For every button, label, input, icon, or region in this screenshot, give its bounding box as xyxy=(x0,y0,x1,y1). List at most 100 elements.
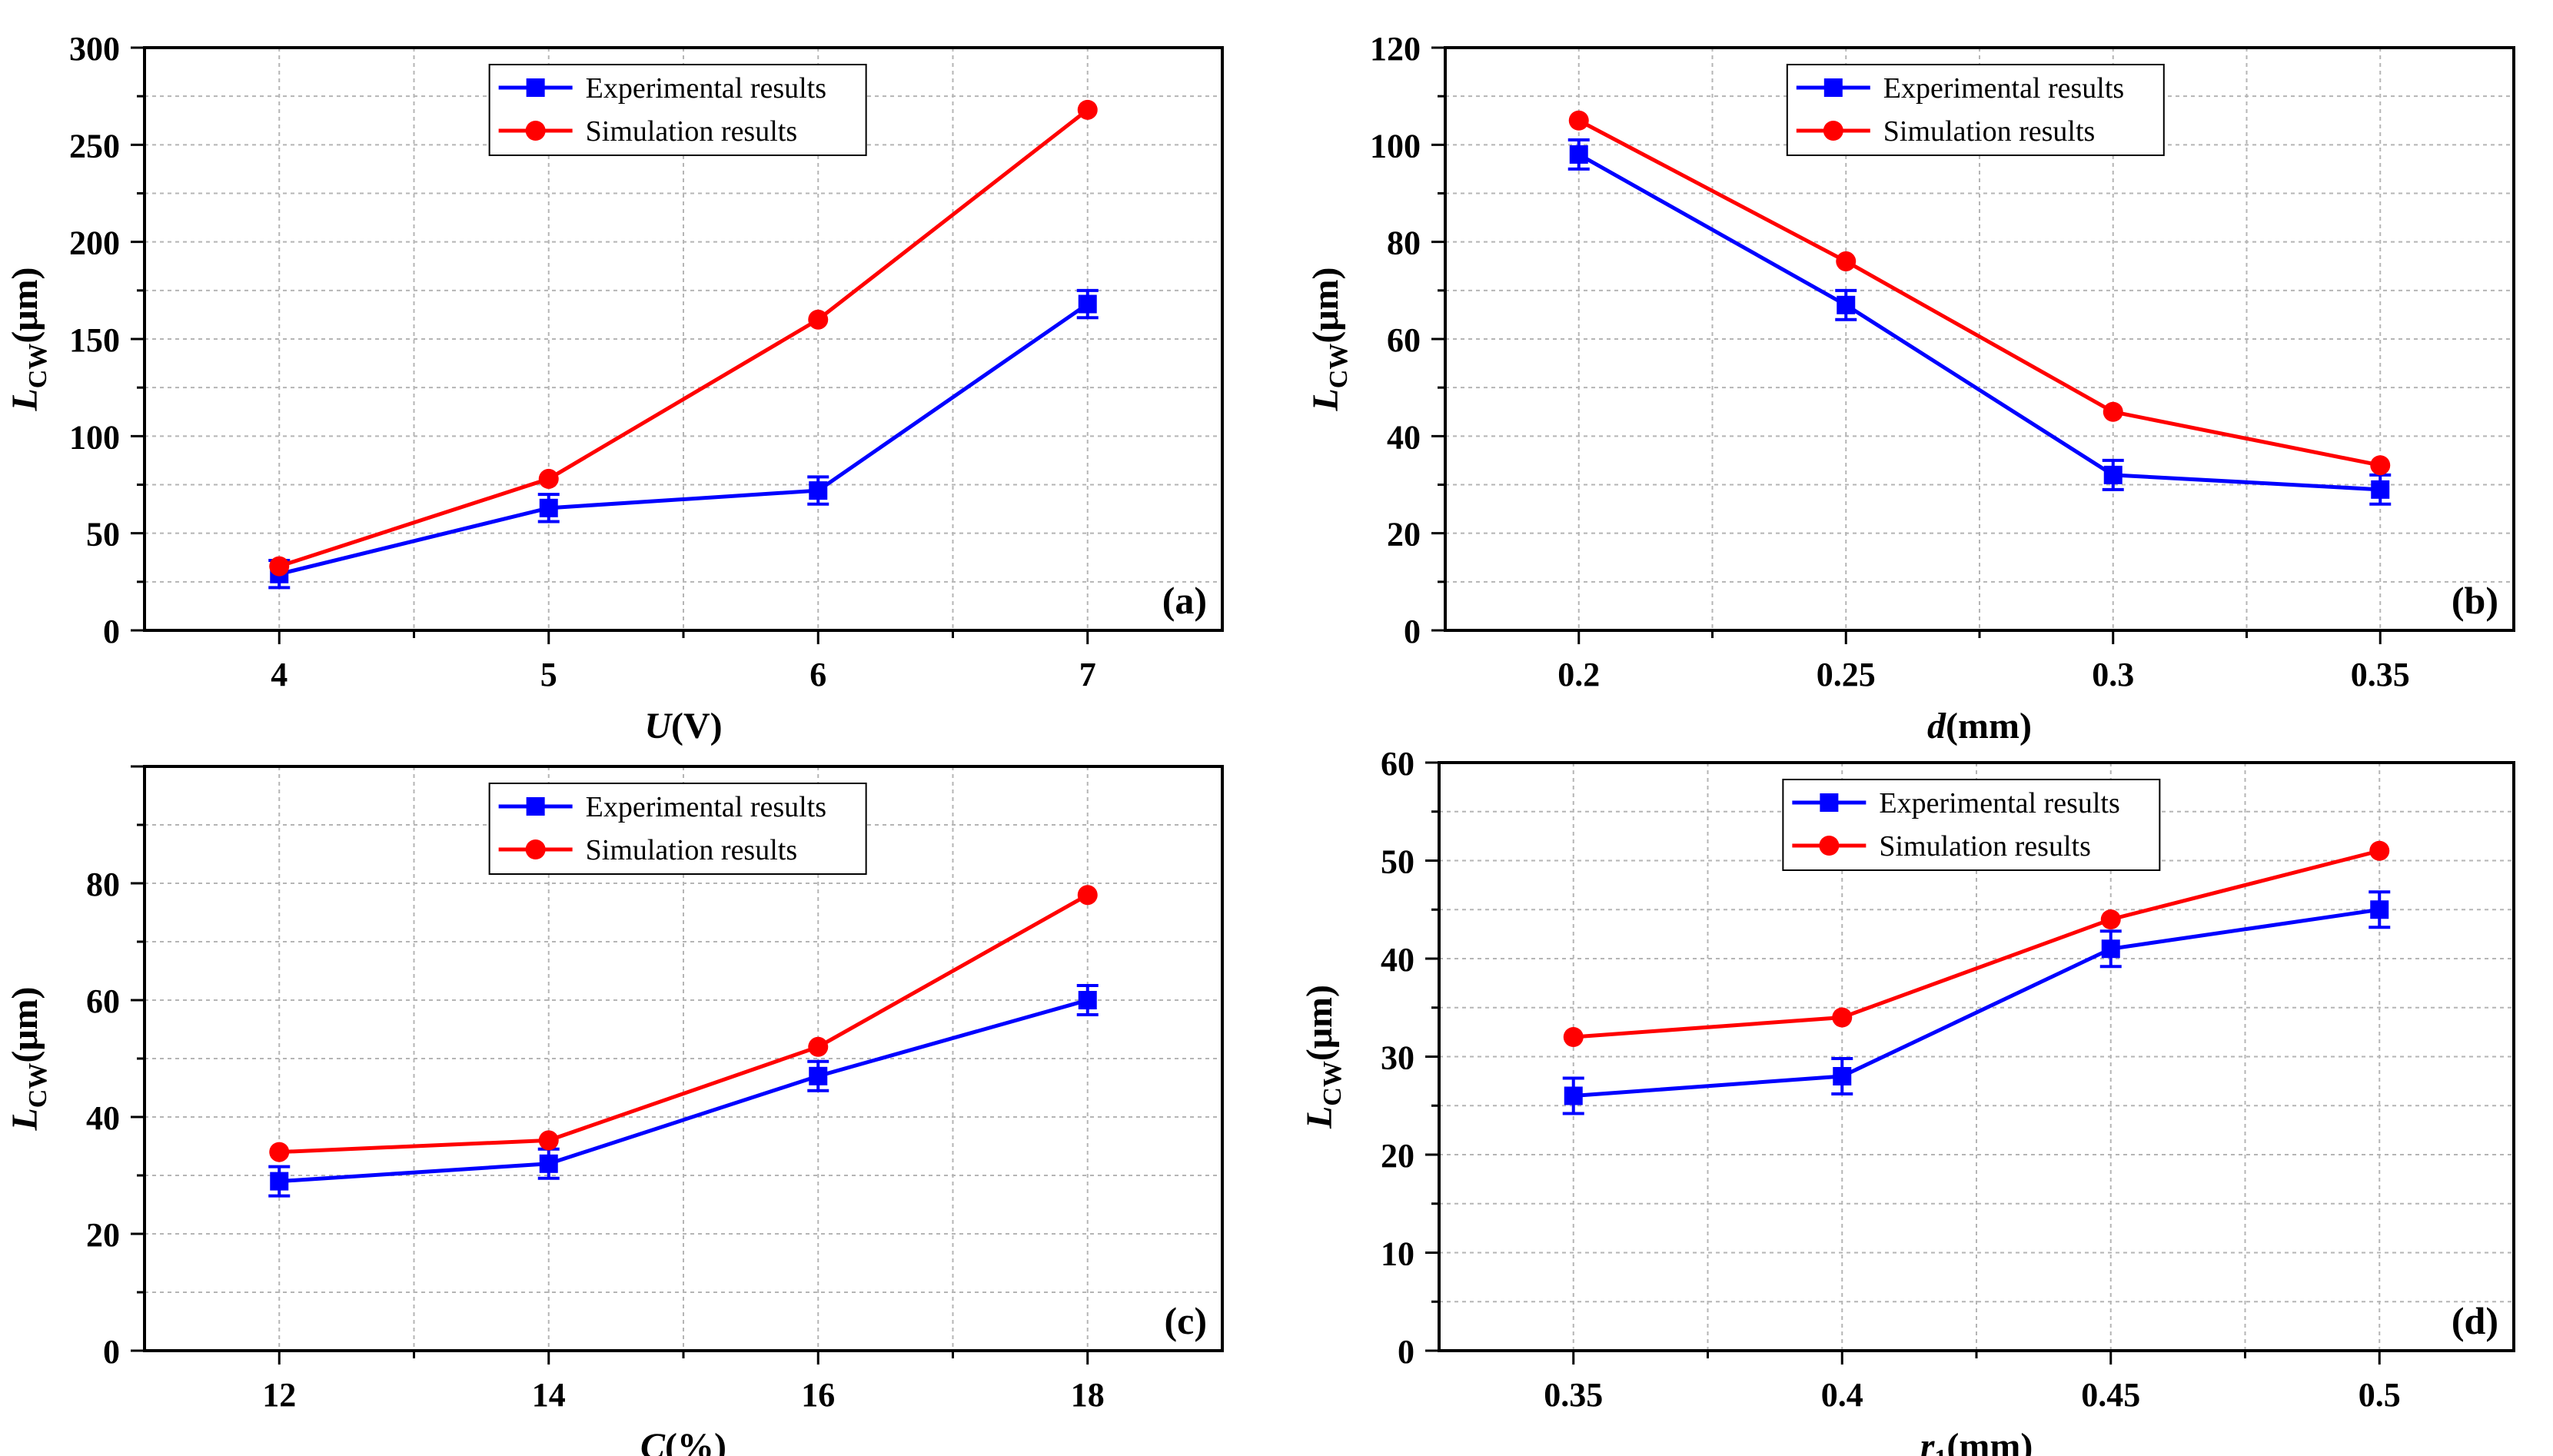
y-axis-unit: (μm) xyxy=(1299,985,1340,1061)
data-point xyxy=(538,1130,559,1151)
y-tick-label: 150 xyxy=(69,321,120,359)
y-axis-title: LCW(μm) xyxy=(5,267,52,411)
data-point xyxy=(269,556,290,577)
legend-box xyxy=(1782,779,2161,871)
x-tick-label: 0.2 xyxy=(1557,656,1600,693)
series-simulation xyxy=(269,99,1098,577)
y-tick-label: 120 xyxy=(1370,30,1421,68)
y-tick-label: 300 xyxy=(69,30,120,68)
data-point xyxy=(1564,1086,1583,1105)
legend-marker xyxy=(1819,836,1840,856)
y-axis-subscript: CW xyxy=(24,1063,52,1109)
data-point xyxy=(2103,401,2123,422)
data-point xyxy=(2371,480,2390,499)
data-point xyxy=(2100,909,2121,929)
y-tick-label: 60 xyxy=(1381,745,1414,783)
x-tick-label: 12 xyxy=(262,1376,296,1414)
legend: Experimental results Simulation results xyxy=(488,783,867,875)
grid xyxy=(145,766,1222,1351)
y-tick-label: 50 xyxy=(1381,843,1414,881)
x-tick-label: 4 xyxy=(271,656,288,693)
y-tick-label: 200 xyxy=(69,224,120,262)
data-point xyxy=(1837,295,1856,314)
y-axis-variable: L xyxy=(5,388,45,411)
y-tick-label: 10 xyxy=(1381,1235,1414,1273)
panel-label: (d) xyxy=(2452,1299,2498,1342)
x-axis-title: C(%) xyxy=(640,1426,726,1456)
data-point xyxy=(1833,1067,1852,1085)
y-axis-title: LCW(μm) xyxy=(1305,267,1353,411)
data-point xyxy=(1836,251,1857,271)
data-point xyxy=(808,1036,829,1057)
y-axis-title: LCW(μm) xyxy=(5,986,52,1131)
legend-label: Simulation results xyxy=(586,834,798,866)
y-tick-label: 40 xyxy=(1381,941,1414,979)
x-tick-label: 0.5 xyxy=(2359,1376,2401,1414)
data-point xyxy=(1078,294,1097,314)
x-tick-label: 7 xyxy=(1079,656,1096,693)
legend-marker xyxy=(1823,121,1843,141)
legend-label: Experimental results xyxy=(586,72,826,105)
data-point xyxy=(2370,455,2391,476)
legend-box xyxy=(488,783,867,875)
x-tick-label: 0.45 xyxy=(2081,1376,2140,1414)
data-point xyxy=(1832,1007,1853,1028)
x-axis-subscript: 1 xyxy=(1934,1444,1946,1456)
y-tick-label: 0 xyxy=(1404,613,1421,650)
series-line xyxy=(279,893,1089,1155)
y-tick-label: 40 xyxy=(86,1099,120,1137)
legend-marker xyxy=(525,121,546,141)
series-experimental xyxy=(268,984,1099,1198)
legend-label: Simulation results xyxy=(586,115,798,148)
y-tick-label: 100 xyxy=(1370,127,1421,165)
x-axis-title: d(mm) xyxy=(1927,706,2032,746)
series-experimental xyxy=(1562,890,2391,1115)
x-tick-label: 0.35 xyxy=(2351,656,2410,693)
chart-panel-2: 0 20 40 60 80 100 120 0.2 0.25 0.3 0.35 d(mm) LCW(μm… xyxy=(1305,30,2515,746)
legend-marker xyxy=(526,78,545,97)
legend-box xyxy=(488,64,867,156)
data-point xyxy=(2370,900,2389,919)
x-axis-unit: (V) xyxy=(671,706,723,746)
legend-marker xyxy=(526,797,545,816)
y-axis-variable: L xyxy=(1299,1106,1340,1129)
x-axis-title: U(V) xyxy=(644,706,722,746)
y-axis-subscript: CW xyxy=(24,344,52,389)
x-tick-label: 5 xyxy=(540,656,557,693)
x-tick-label: 0.3 xyxy=(2092,656,2134,693)
legend-label: Experimental results xyxy=(1883,72,2124,105)
y-tick-label: 60 xyxy=(1387,321,1421,359)
legend-label: Experimental results xyxy=(1879,787,2119,819)
legend-label: Simulation results xyxy=(1879,830,2091,863)
data-point xyxy=(538,468,559,489)
data-point xyxy=(808,309,829,330)
x-axis-variable: d xyxy=(1927,706,1946,746)
y-axis-unit: (μm) xyxy=(5,267,45,343)
legend-marker xyxy=(1820,793,1839,812)
series-line xyxy=(1577,118,2381,467)
y-axis-title: LCW(μm) xyxy=(1299,985,1347,1129)
legend: Experimental results Simulation results xyxy=(1782,779,2161,871)
x-axis-unit: (%) xyxy=(665,1426,726,1456)
y-tick-label: 80 xyxy=(86,866,120,903)
x-axis-variable: C xyxy=(640,1426,666,1456)
x-tick-label: 16 xyxy=(801,1376,835,1414)
y-tick-label: 20 xyxy=(1387,516,1421,553)
x-tick-label: 0.35 xyxy=(1544,1376,1603,1414)
data-point xyxy=(2103,465,2123,484)
y-axis-variable: L xyxy=(1305,388,1346,411)
legend: Experimental results Simulation results xyxy=(1786,64,2165,156)
series-line xyxy=(1577,152,2381,492)
x-axis-variable: r xyxy=(1920,1426,1936,1456)
legend-box xyxy=(1786,64,2165,156)
x-axis-unit: (mm) xyxy=(1946,1426,2033,1456)
x-axis-variable: U xyxy=(644,706,673,746)
data-point xyxy=(2369,840,2390,861)
legend: Experimental results Simulation results xyxy=(488,64,867,156)
y-tick-label: 60 xyxy=(86,982,120,1020)
legend-marker xyxy=(1823,78,1843,97)
chart-panel-1: 0 50 100 150 200 250 300 4 5 6 7 U(V) LCW(μm) Experim… xyxy=(5,30,1224,746)
data-point xyxy=(1568,110,1589,131)
panel-label: (c) xyxy=(1165,1299,1208,1342)
